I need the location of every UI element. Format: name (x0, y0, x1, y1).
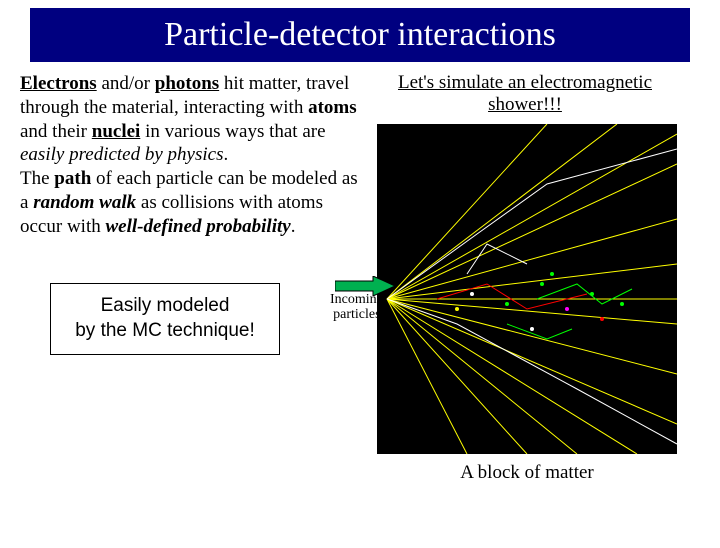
shower-svg (377, 124, 677, 454)
right-column: Let's simulate an electromagnetic shower… (365, 72, 685, 484)
simulation-heading: Let's simulate an electromagnetic shower… (365, 72, 685, 116)
mc-technique-box: Easily modeledby the MC technique! (50, 283, 280, 354)
shower-diagram (377, 124, 677, 454)
body-paragraph: Electrons and/or photons hit matter, tra… (20, 72, 365, 238)
left-column: Electrons and/or photons hit matter, tra… (20, 72, 365, 484)
incoming-particles-label: Incomingparticles (330, 293, 384, 322)
block-caption: A block of matter (377, 462, 677, 484)
slide-title: Particle-detector interactions (30, 8, 690, 62)
